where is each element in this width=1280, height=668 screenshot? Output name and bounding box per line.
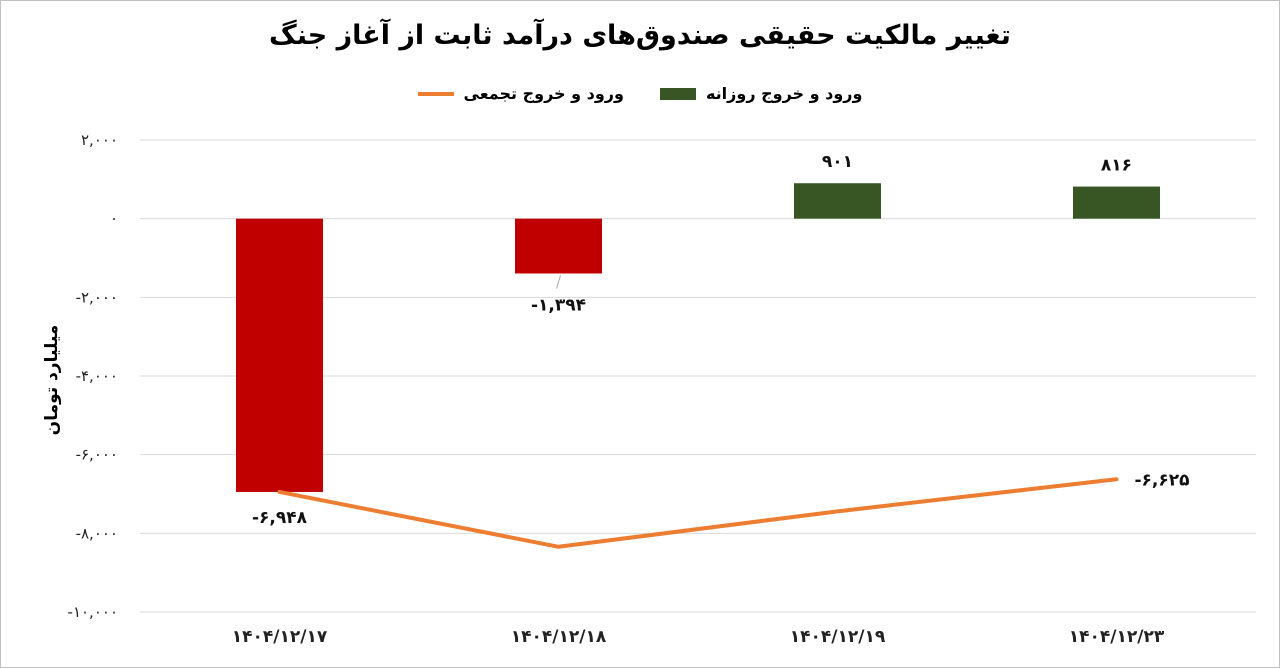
x-tick-label: ۱۴۰۴/۱۲/۱۹ xyxy=(790,627,886,647)
bar-data-label: -۱,۳۹۴ xyxy=(531,295,586,315)
bar xyxy=(236,218,323,492)
x-tick-label: ۱۴۰۴/۱۲/۱۸ xyxy=(511,627,607,647)
legend-item-cumulative: ورود و خروج تجمعی xyxy=(417,84,624,103)
x-tick-label: ۱۴۰۴/۱۲/۲۳ xyxy=(1069,627,1165,647)
y-tick-label: ۰ xyxy=(110,210,118,228)
legend: ورود و خروج روزانه ورود و خروج تجمعی xyxy=(0,84,1280,103)
legend-swatch-daily xyxy=(659,87,696,100)
chart-title: تغییر مالکیت حقیقی صندوق‌های درآمد ثابت … xyxy=(269,20,1011,51)
y-tick-label: ۲,۰۰۰ xyxy=(81,131,118,149)
y-tick-label: -۸,۰۰۰ xyxy=(76,524,118,542)
bar-data-label: -۶,۹۴۸ xyxy=(252,508,308,528)
legend-label-daily: ورود و خروج روزانه xyxy=(705,84,863,103)
x-tick-label: ۱۴۰۴/۱۲/۱۷ xyxy=(232,627,328,647)
y-tick-label: -۶,۰۰۰ xyxy=(76,446,118,464)
line-series-cumulative xyxy=(277,477,1119,549)
bar xyxy=(515,218,602,274)
bar xyxy=(1073,186,1160,219)
y-tick-label: -۱۰,۰۰۰ xyxy=(68,603,118,621)
data-label-leader xyxy=(556,275,561,289)
line-data-label: -۶,۶۲۵ xyxy=(1135,470,1190,490)
bar xyxy=(794,183,881,219)
legend-label-cumulative: ورود و خروج تجمعی xyxy=(463,84,624,103)
legend-swatch-cumulative xyxy=(417,91,454,96)
legend-item-daily: ورود و خروج روزانه xyxy=(659,84,863,103)
bar-data-label: ۹۰۱ xyxy=(822,152,853,172)
bar-data-label: ۸۱۶ xyxy=(1101,156,1132,176)
y-tick-label: -۴,۰۰۰ xyxy=(76,367,118,385)
y-tick-label: -۲,۰۰۰ xyxy=(76,288,118,306)
